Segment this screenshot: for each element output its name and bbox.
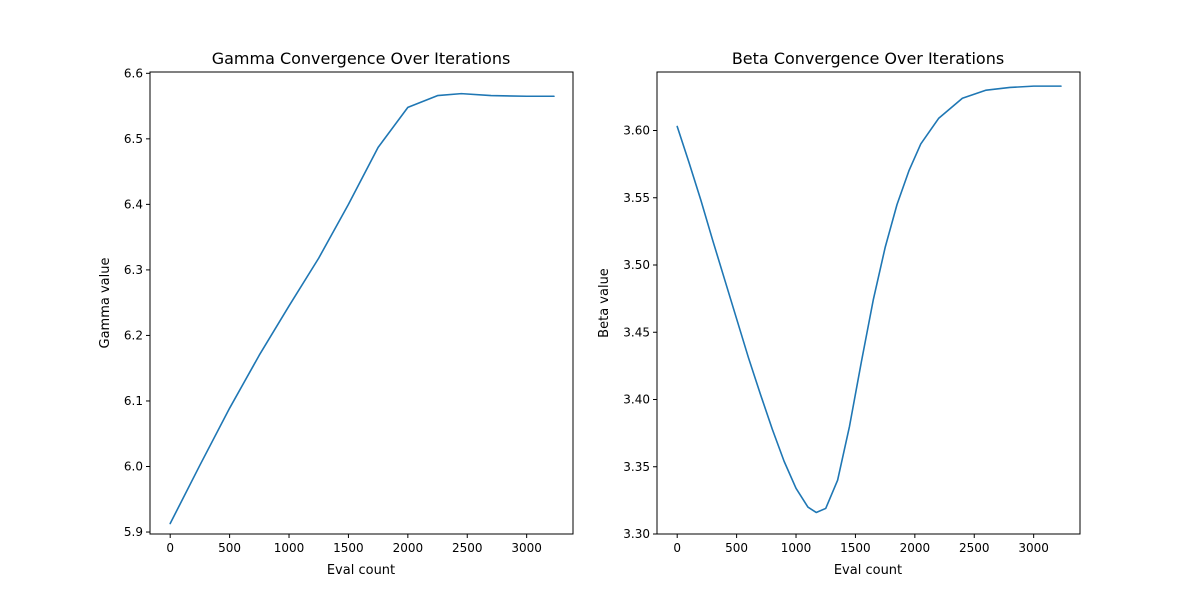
beta-y-axis-label: Beta value (597, 268, 612, 338)
beta-plot-area: 0 500 1000 1500 2000 2500 3000 3.30 3.35 3.40 3.45… (623, 85, 1062, 555)
gamma-y-tick-label: 6.2 (124, 328, 143, 342)
gamma-x-axis-label: Eval count (327, 563, 395, 578)
beta-y-tick-label: 3.35 (623, 460, 650, 474)
beta-x-tick-label: 2000 (900, 541, 931, 555)
gamma-y-axis-label: Gamma value (98, 258, 113, 349)
beta-x-tick-label: 1500 (840, 541, 871, 555)
beta-x-tick-label: 1000 (781, 541, 812, 555)
gamma-y-tick-label: 5.9 (124, 525, 143, 539)
beta-y-tick-label: 3.55 (623, 191, 650, 205)
gamma-y-tick-label: 6.6 (124, 66, 143, 80)
beta-series-line (676, 85, 1062, 514)
gamma-y-tick-label: 6.4 (124, 197, 143, 211)
gamma-x-tick-label: 1000 (274, 541, 305, 555)
gamma-chart: Gamma Convergence Over Iterations 0 500 10… (98, 49, 574, 578)
beta-y-tick-label: 3.50 (623, 258, 650, 272)
gamma-x-tick-label: 1500 (333, 541, 364, 555)
gamma-chart-title: Gamma Convergence Over Iterations (212, 49, 511, 68)
beta-x-tick-label: 3000 (1018, 541, 1049, 555)
gamma-plot-area: 0 500 1000 1500 2000 2500 3000 5.9 6.0 6.1 6.2 6.3 6… (124, 66, 555, 555)
beta-y-tick-label: 3.45 (623, 325, 650, 339)
beta-y-tick-label: 3.60 (623, 124, 650, 138)
beta-x-tick-label: 0 (673, 541, 681, 555)
gamma-y-tick-label: 6.0 (124, 460, 143, 474)
gamma-y-tick-label: 6.3 (124, 263, 143, 277)
gamma-x-tick-label: 500 (218, 541, 241, 555)
gamma-x-tick-label: 0 (166, 541, 174, 555)
beta-y-tick-label: 3.30 (623, 527, 650, 541)
gamma-y-tick-label: 6.5 (124, 132, 143, 146)
gamma-y-tick-label: 6.1 (124, 394, 143, 408)
beta-y-tick-label: 3.40 (623, 393, 650, 407)
beta-x-axis-label: Eval count (834, 563, 902, 578)
gamma-series-line (169, 92, 555, 525)
beta-x-tick-label: 2500 (959, 541, 990, 555)
beta-chart-title: Beta Convergence Over Iterations (732, 49, 1004, 68)
beta-x-tick-label: 500 (725, 541, 748, 555)
gamma-axes-frame (149, 71, 574, 535)
beta-axes-frame (656, 71, 1081, 535)
gamma-x-tick-label: 2000 (393, 541, 424, 555)
gamma-x-tick-label: 2500 (452, 541, 483, 555)
gamma-x-tick-label: 3000 (511, 541, 542, 555)
beta-chart: Beta Convergence Over Iterations 0 500 100… (597, 49, 1081, 578)
